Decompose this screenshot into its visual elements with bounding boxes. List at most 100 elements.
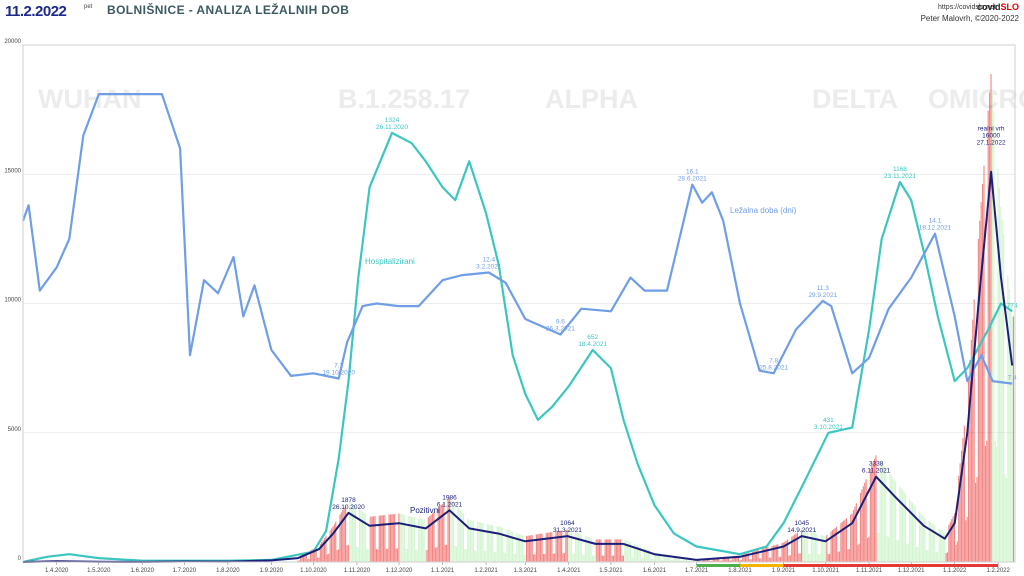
annotation-line: 26.11.2020: [376, 124, 408, 131]
daily-bar: [363, 512, 365, 562]
x-tick-label: 1.11.2020: [344, 568, 371, 574]
daily-bar: [624, 539, 626, 562]
daily-bar: [458, 508, 460, 562]
daily-bar: [618, 539, 620, 562]
daily-bar: [791, 536, 793, 562]
annotation-line: 1168: [893, 166, 907, 173]
daily-bar: [918, 511, 921, 562]
daily-bar: [410, 516, 413, 562]
x-tick-label: 1.12.2020: [386, 568, 413, 574]
daily-bar: [304, 553, 306, 562]
daily-bar: [394, 513, 396, 562]
daily-bar: [763, 548, 765, 562]
daily-bar: [613, 555, 615, 562]
daily-bar: [436, 547, 438, 562]
daily-bar: [655, 552, 657, 562]
daily-bar: [714, 557, 716, 562]
daily-bar: [387, 548, 389, 562]
series-line-stay: [21, 93, 1013, 385]
daily-bar: [771, 545, 773, 562]
daily-bar: [593, 555, 595, 562]
daily-bar: [345, 505, 347, 562]
daily-bar: [535, 534, 537, 562]
daily-bar: [552, 553, 554, 562]
daily-bar: [352, 503, 354, 562]
daily-bar: [639, 546, 641, 562]
daily-bar: [688, 558, 690, 562]
x-axis: 1.4.2020 1.5.2020 1.6.2020 1.7.2020 1.8.2020…: [45, 562, 1011, 574]
daily-bar: [638, 545, 640, 562]
daily-bar: [871, 465, 873, 562]
annotation-line: 3.10.2021: [814, 424, 843, 431]
daily-bar: [977, 238, 979, 562]
daily-bar: [524, 554, 526, 562]
brand-main: covid: [976, 2, 1001, 12]
daily-bar: [847, 549, 849, 562]
daily-bar: [443, 502, 445, 562]
daily-bar: [500, 527, 502, 562]
daily-bar: [453, 502, 455, 562]
daily-bar: [476, 521, 479, 562]
annotation-hospitalized: 774: [1007, 302, 1018, 309]
annotation-line: 6.11.2021: [862, 468, 891, 475]
daily-bar: [548, 532, 550, 562]
daily-bar: [373, 516, 375, 562]
daily-bar: [343, 507, 345, 562]
daily-bar: [648, 549, 650, 562]
annotation-positive: 3338 6.11.2021: [862, 461, 891, 475]
daily-bar: [895, 481, 897, 562]
y-axis: 0 5000 10000 15000 20000: [4, 39, 1016, 563]
annotation-line: 18.4.2021: [578, 341, 607, 348]
daily-bar: [335, 521, 337, 562]
x-tick-label: 1.5.2020: [87, 568, 111, 574]
daily-bar: [631, 556, 633, 562]
daily-bar: [422, 519, 424, 562]
daily-bar: [441, 504, 443, 562]
daily-bar: [819, 554, 821, 562]
y-tick-label: 15000: [4, 168, 21, 174]
daily-bar: [757, 550, 759, 562]
daily-bar: [364, 513, 366, 562]
daily-bar: [676, 556, 678, 562]
series-line-positive: [22, 170, 1014, 563]
daily-bar: [953, 513, 956, 562]
daily-bar: [812, 532, 814, 562]
annotation-line: 14.9.2021: [787, 527, 816, 534]
daily-bar: [998, 187, 1000, 563]
daily-bar: [649, 550, 651, 562]
daily-bar: [949, 521, 951, 562]
daily-bar: [329, 530, 331, 562]
annotation-positive: 1064 31.3.2021: [553, 520, 582, 534]
daily-bar: [575, 532, 577, 562]
annotation-line: 1324: [385, 117, 400, 124]
daily-bar: [544, 553, 546, 562]
daily-bar: [483, 551, 486, 562]
daily-bar: [817, 554, 819, 562]
daily-bar: [423, 519, 425, 562]
daily-bar: [979, 220, 981, 563]
daily-bar: [406, 549, 408, 562]
daily-bar: [664, 554, 667, 562]
daily-bar: [328, 553, 330, 562]
daily-bar: [855, 503, 857, 562]
daily-bar: [809, 553, 811, 562]
daily-bar: [530, 535, 532, 562]
daily-bar: [718, 557, 720, 562]
daily-bar: [486, 523, 488, 562]
daily-bar: [516, 533, 518, 562]
daily-bar: [440, 505, 442, 562]
daily-bar: [389, 514, 392, 562]
x-tick-label: 1.4.2020: [45, 568, 69, 574]
daily-bar: [772, 545, 775, 562]
daily-bar: [914, 506, 916, 562]
annotation-line: 29.9.2021: [808, 292, 837, 299]
daily-bar: [323, 538, 326, 562]
daily-bar: [802, 530, 804, 562]
daily-bar: [388, 514, 390, 562]
daily-bar: [326, 554, 328, 562]
daily-bar: [708, 558, 710, 562]
daily-bar: [401, 514, 403, 562]
daily-bar: [681, 560, 683, 562]
x-tick-label: 1.5.2021: [599, 568, 623, 574]
daily-bar: [868, 536, 870, 562]
